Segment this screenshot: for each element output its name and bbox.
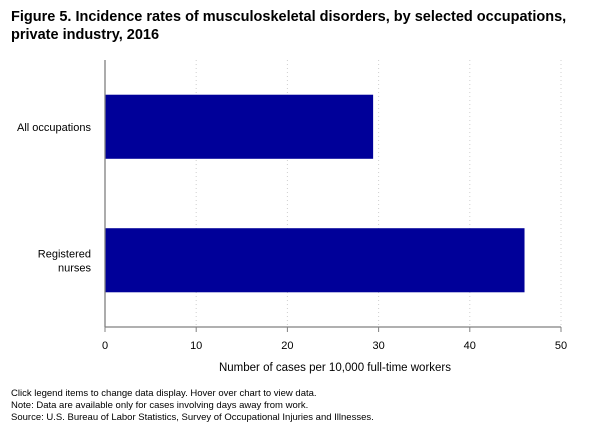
bars[interactable]	[105, 94, 525, 293]
footnotes: Click legend items to change data displa…	[11, 388, 586, 424]
interaction-hint: Click legend items to change data displa…	[11, 388, 317, 399]
chart-title: Figure 5. Incidence rates of musculoskel…	[11, 9, 567, 43]
source-note: Source: U.S. Bureau of Labor Statistics,…	[11, 412, 374, 423]
bar[interactable]	[105, 228, 525, 293]
x-tick-label: 30	[372, 340, 384, 352]
labels: 0 10 20 30 40 50 All occupations Registered nurs…	[17, 122, 567, 374]
x-tick-label: 50	[555, 340, 567, 352]
x-tick-label: 40	[464, 340, 476, 352]
axes	[104, 60, 562, 332]
x-tick-label: 20	[281, 340, 293, 352]
category-label: Registered nurses	[38, 248, 92, 274]
data-note: Note: Data are available only for cases …	[11, 400, 309, 411]
x-axis-title: Number of cases per 10,000 full-time wor…	[219, 362, 451, 374]
x-tick-label: 0	[102, 340, 108, 352]
x-tick-label: 10	[190, 340, 202, 352]
category-label: All occupations	[17, 122, 91, 134]
bar[interactable]	[105, 94, 374, 159]
